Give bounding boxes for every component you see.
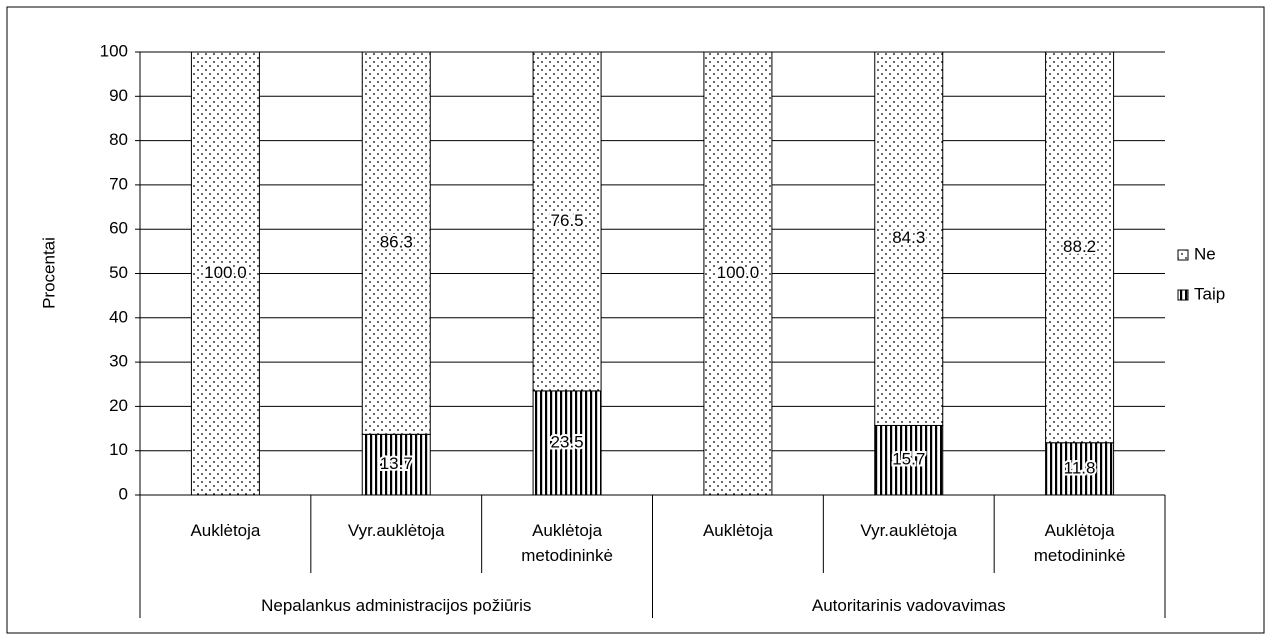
y-tick-label: 100 bbox=[100, 41, 128, 60]
y-tick-label: 90 bbox=[109, 86, 128, 105]
value-label: 100.0 bbox=[204, 263, 247, 282]
y-tick-label: 10 bbox=[109, 440, 128, 459]
x-tick-label: Vyr.auklėtoja bbox=[347, 521, 445, 540]
y-tick-label: 50 bbox=[109, 263, 128, 282]
x-tick-label: Auklėtoja bbox=[702, 521, 773, 540]
x-tick-label: Auklėtoja bbox=[190, 521, 261, 540]
x-tick-label: Vyr.auklėtoja bbox=[860, 521, 958, 540]
value-label: 23.5 bbox=[551, 432, 584, 451]
value-label: 86.3 bbox=[380, 233, 413, 252]
value-label: 11.8 bbox=[1064, 458, 1096, 477]
group-label: Nepalankus administracijos požiūris bbox=[261, 596, 532, 615]
bar-segment bbox=[190, 51, 260, 496]
bar-segment bbox=[874, 51, 944, 426]
legend-label: Ne bbox=[1194, 244, 1216, 263]
group-label: Autoritarinis vadovavimas bbox=[811, 596, 1006, 615]
y-tick-label: 70 bbox=[109, 174, 128, 193]
frame bbox=[6, 6, 1265, 634]
y-tick-label: 30 bbox=[109, 352, 128, 371]
y-axis-label: Procentai bbox=[39, 237, 58, 309]
y-tick-label: 20 bbox=[109, 396, 128, 415]
x-tick-label: Auklėtoja metodininkė bbox=[1033, 521, 1126, 565]
value-label: 84.3 bbox=[892, 228, 925, 247]
value-label: 76.5 bbox=[551, 211, 584, 230]
y-tick-label: 60 bbox=[109, 219, 128, 238]
value-label: 88.2 bbox=[1063, 237, 1096, 256]
bar-segment bbox=[1045, 442, 1115, 496]
bar-segment bbox=[874, 424, 944, 496]
bar-segment bbox=[1045, 51, 1115, 444]
y-tick-label: 80 bbox=[109, 130, 128, 149]
value-label: 15.7 bbox=[892, 450, 925, 469]
value-label: 100.0 bbox=[717, 263, 760, 282]
value-label: 13.7 bbox=[380, 454, 413, 473]
x-tick-label: Auklėtoja metodininkė bbox=[521, 521, 613, 565]
bar-segment bbox=[361, 51, 431, 435]
bar-segment bbox=[532, 51, 602, 392]
bar-segment bbox=[703, 51, 773, 496]
legend-swatch bbox=[1177, 249, 1189, 261]
legend-swatch bbox=[1177, 289, 1189, 301]
y-tick-label: 0 bbox=[119, 484, 128, 503]
bar-segment bbox=[361, 433, 431, 496]
y-tick-label: 40 bbox=[109, 307, 128, 326]
legend-label: Taip bbox=[1194, 284, 1225, 303]
